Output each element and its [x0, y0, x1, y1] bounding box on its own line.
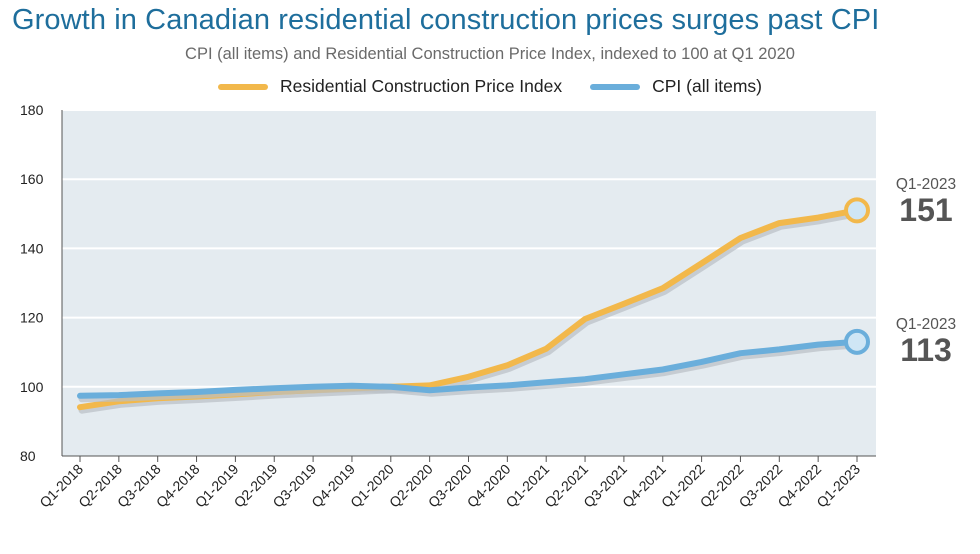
y-tick-label: 160 — [20, 171, 44, 187]
end-value-construction: 151 — [899, 192, 953, 228]
chart-title: Growth in Canadian residential construct… — [12, 4, 880, 36]
series-shadow-cpi — [78, 341, 863, 403]
end-period-cpi: Q1-2023 — [895, 316, 957, 333]
series-shadow-construction — [78, 209, 863, 414]
end-marker-cpi — [844, 328, 870, 355]
end-period-construction: Q1-2023 — [895, 176, 957, 193]
legend-swatch-construction — [218, 83, 269, 90]
y-tick-label: 180 — [20, 102, 44, 118]
legend-swatch-cpi — [590, 83, 641, 90]
plot-area — [62, 110, 876, 456]
x-tick-label: Q1-2023 — [813, 461, 863, 511]
legend-label-construction: Residential Construction Price Index — [280, 76, 563, 96]
y-tick-label: 100 — [20, 379, 44, 395]
end-value-cpi: 113 — [900, 332, 952, 368]
legend-item-construction: Residential Construction Price Index — [218, 76, 562, 97]
legend-label-cpi: CPI (all items) — [652, 76, 762, 96]
y-tick-label: 80 — [20, 448, 36, 464]
chart-subtitle: CPI (all items) and Residential Construc… — [185, 45, 795, 63]
end-label-construction: Q1-2023 151 — [880, 176, 972, 228]
y-tick-label: 140 — [20, 240, 44, 256]
legend-item-cpi: CPI (all items) — [590, 76, 762, 97]
legend: Residential Construction Price Index CPI… — [0, 76, 980, 97]
end-marker-construction — [844, 197, 870, 224]
y-tick-label: 120 — [20, 310, 44, 326]
end-label-cpi: Q1-2023 113 — [880, 316, 972, 368]
